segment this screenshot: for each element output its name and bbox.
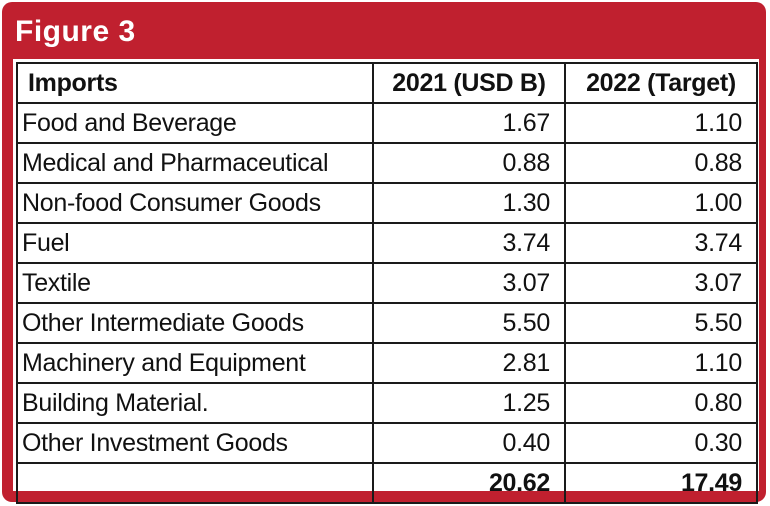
row-value-2022: 3.74 xyxy=(564,222,758,264)
row-label: Other Investment Goods xyxy=(16,422,374,464)
row-value-2022: 0.80 xyxy=(564,382,758,424)
row-value-2021: 3.74 xyxy=(372,222,566,264)
row-label: Building Material. xyxy=(16,382,374,424)
row-value-2022: 0.88 xyxy=(564,142,758,184)
table-body: Food and Beverage 1.67 1.10 Medical and Pha… xyxy=(16,102,758,504)
table-row: Other Intermediate Goods 5.50 5.50 xyxy=(16,302,758,344)
table-header-row: Imports 2021 (USD B) 2022 (Target) xyxy=(16,62,758,104)
figure-title: Figure 3 xyxy=(15,15,136,48)
table-container: Imports 2021 (USD B) 2022 (Target) Food … xyxy=(13,59,759,504)
total-label xyxy=(16,462,374,504)
table-row: Machinery and Equipment 2.81 1.10 xyxy=(16,342,758,384)
table-row: Non-food Consumer Goods 1.30 1.00 xyxy=(16,182,758,224)
row-value-2021: 0.40 xyxy=(372,422,566,464)
row-label: Textile xyxy=(16,262,374,304)
row-label: Other Intermediate Goods xyxy=(16,302,374,344)
row-label: Food and Beverage xyxy=(16,102,374,144)
row-label: Fuel xyxy=(16,222,374,264)
row-value-2022: 1.10 xyxy=(564,342,758,384)
imports-table: Imports 2021 (USD B) 2022 (Target) Food … xyxy=(16,62,758,504)
row-label: Medical and Pharmaceutical xyxy=(16,142,374,184)
row-value-2021: 0.88 xyxy=(372,142,566,184)
table-row: Medical and Pharmaceutical 0.88 0.88 xyxy=(16,142,758,184)
row-value-2022: 5.50 xyxy=(564,302,758,344)
table-row: Fuel 3.74 3.74 xyxy=(16,222,758,264)
column-header-imports: Imports xyxy=(16,62,374,104)
row-value-2021: 2.81 xyxy=(372,342,566,384)
column-header-2022: 2022 (Target) xyxy=(564,62,758,104)
row-label: Machinery and Equipment xyxy=(16,342,374,384)
total-value-2022: 17.49 xyxy=(564,462,758,504)
row-value-2021: 1.30 xyxy=(372,182,566,224)
table-total-row: 20.62 17.49 xyxy=(16,462,758,504)
table-row: Building Material. 1.25 0.80 xyxy=(16,382,758,424)
table-row: Other Investment Goods 0.40 0.30 xyxy=(16,422,758,464)
row-label: Non-food Consumer Goods xyxy=(16,182,374,224)
table-row: Textile 3.07 3.07 xyxy=(16,262,758,304)
row-value-2021: 1.67 xyxy=(372,102,566,144)
row-value-2021: 5.50 xyxy=(372,302,566,344)
row-value-2022: 3.07 xyxy=(564,262,758,304)
table-row: Food and Beverage 1.67 1.10 xyxy=(16,102,758,144)
total-value-2021: 20.62 xyxy=(372,462,566,504)
row-value-2021: 1.25 xyxy=(372,382,566,424)
row-value-2022: 0.30 xyxy=(564,422,758,464)
row-value-2022: 1.00 xyxy=(564,182,758,224)
column-header-2021: 2021 (USD B) xyxy=(372,62,566,104)
row-value-2021: 3.07 xyxy=(372,262,566,304)
row-value-2022: 1.10 xyxy=(564,102,758,144)
